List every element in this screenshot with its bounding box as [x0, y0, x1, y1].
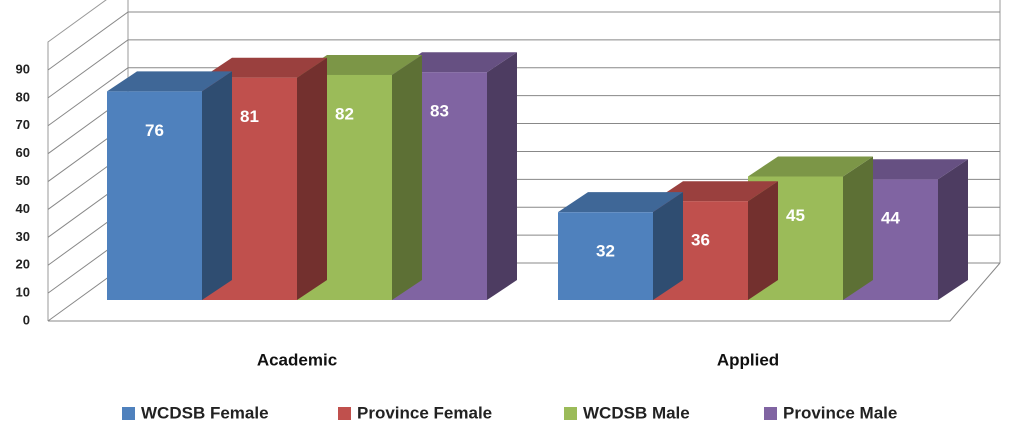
value-label: 82 [335, 104, 354, 123]
bar-top [297, 54, 422, 75]
y-tick-label: 10 [16, 285, 30, 300]
bar [558, 212, 653, 300]
y-tick-label: 0 [23, 312, 30, 327]
y-tick-label: 60 [16, 145, 30, 160]
value-label: 36 [691, 231, 710, 250]
value-label: 44 [881, 209, 900, 228]
y-tick-label: 70 [16, 117, 30, 132]
grid-line [47, 11, 1000, 71]
y-tick-label: 20 [16, 257, 30, 272]
legend-label: WCDSB Male [583, 403, 690, 422]
legend-label: Province Female [357, 403, 492, 422]
value-label: 45 [786, 206, 805, 225]
bar-side [843, 156, 873, 300]
y-tick-label: 90 [16, 61, 30, 76]
bar-top [653, 181, 778, 202]
bar-side [487, 52, 517, 300]
legend-label: WCDSB Female [141, 403, 269, 422]
bar-top [843, 159, 968, 180]
side-wall [47, 0, 107, 321]
bar-side [392, 54, 422, 301]
bar-side [748, 181, 778, 300]
bar-top [558, 192, 683, 213]
value-label: 83 [430, 102, 449, 121]
bar-side [653, 192, 683, 300]
bar [107, 91, 202, 300]
x-tick-label: Academic [257, 350, 337, 369]
legend-swatch [764, 407, 777, 420]
bar-top [202, 57, 327, 78]
value-label: 76 [145, 121, 164, 140]
legend-swatch [564, 407, 577, 420]
value-label: 81 [240, 107, 259, 126]
value-label: 32 [596, 242, 615, 261]
grid-line [47, 67, 1000, 127]
floor [48, 262, 1001, 322]
bar-top [107, 71, 232, 92]
bar-side [297, 57, 327, 301]
bar-side [938, 159, 968, 300]
bar-top [392, 52, 517, 73]
y-tick-label: 40 [16, 201, 30, 216]
y-tick-label: 30 [16, 229, 30, 244]
legend-swatch [122, 407, 135, 420]
y-tick-label: 50 [16, 173, 30, 188]
legend-label: Province Male [783, 403, 897, 422]
legend-swatch [338, 407, 351, 420]
y-tick-label: 80 [16, 89, 30, 104]
bar-top [748, 156, 873, 177]
x-tick-label: Applied [717, 350, 779, 369]
grid-line [47, 39, 1000, 99]
bar-side [202, 71, 232, 300]
